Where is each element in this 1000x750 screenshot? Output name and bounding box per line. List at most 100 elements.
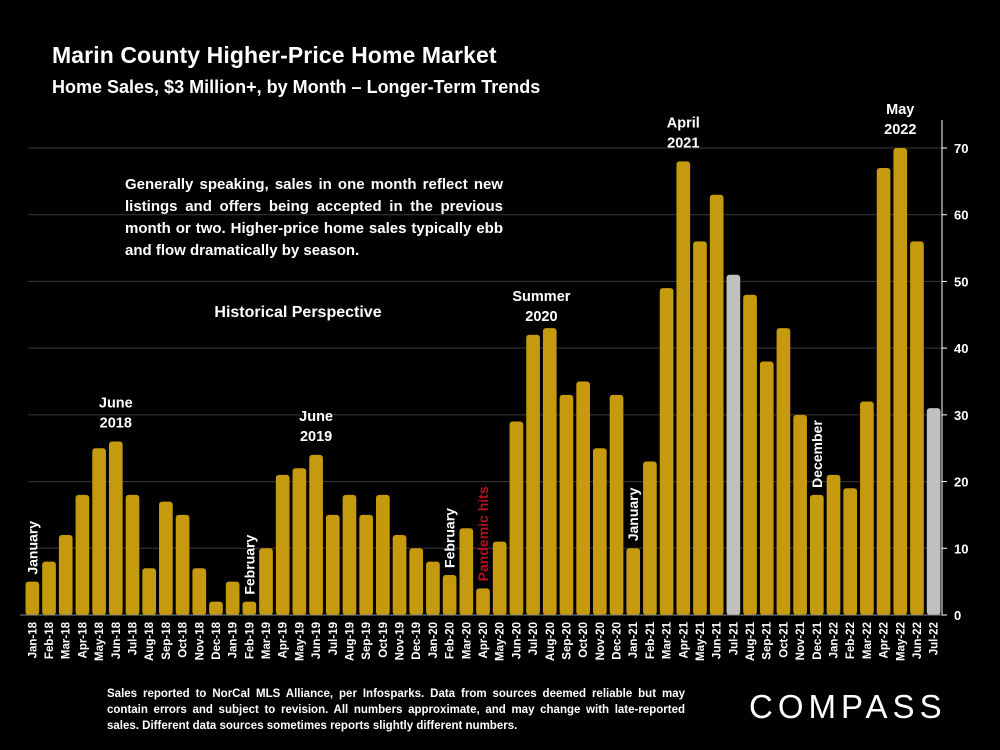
- x-tick-label: Jun-20: [511, 622, 523, 659]
- x-tick-label: Jan-22: [829, 622, 841, 658]
- bar-nov-19: [392, 534, 407, 615]
- x-tick-label: Aug-19: [344, 622, 356, 661]
- bar-aug-21: [743, 294, 757, 615]
- bar-may-18: [92, 448, 106, 615]
- bar-dec-18: [209, 601, 223, 615]
- x-tick-label: Aug-18: [144, 621, 156, 661]
- y-tick-label: 50: [954, 274, 968, 289]
- bar-jun-22: [910, 241, 924, 615]
- bar-mar-20: [459, 528, 474, 615]
- bar-jul-20: [526, 334, 540, 615]
- bar-jul-22: [926, 408, 941, 615]
- bar-feb-18: [42, 561, 56, 615]
- x-tick-label: Jan-20: [428, 622, 440, 658]
- x-tick-label: Feb-19: [244, 622, 256, 659]
- x-tick-label: Dec-19: [411, 622, 423, 660]
- x-tick-label: Sep-20: [561, 622, 573, 660]
- y-tick-label: 20: [954, 475, 968, 490]
- bar-may-21: [693, 241, 707, 615]
- bar-apr-19: [275, 474, 290, 615]
- y-tick-label: 60: [954, 208, 968, 223]
- x-tick-label: Apr-18: [77, 621, 89, 658]
- chart-subtitle: Home Sales, $3 Million+, by Month – Long…: [52, 77, 541, 97]
- x-tick-label: Dec-20: [612, 622, 624, 660]
- bar-jun-20: [509, 421, 524, 615]
- x-tick-label: Dec-18: [211, 621, 223, 659]
- bar-jul-18: [125, 494, 140, 615]
- x-tick-label: Feb-20: [445, 622, 457, 659]
- bar-feb-20: [442, 574, 457, 615]
- x-tick-label: Feb-22: [845, 622, 857, 659]
- annotation-label: June: [99, 396, 133, 412]
- annotation-label: 2021: [667, 135, 699, 151]
- x-tick-label: Aug-20: [545, 622, 557, 661]
- x-tick-label: May-22: [895, 622, 907, 661]
- bar-mar-22: [860, 401, 874, 615]
- bar-mar-18: [58, 534, 73, 615]
- x-tick-label: Mar-21: [662, 621, 674, 659]
- bar-sep-21: [759, 361, 774, 615]
- annotation-label: Pandemic hits: [475, 486, 491, 581]
- annotation-label: 2019: [300, 429, 332, 445]
- bar-may-20: [492, 541, 507, 615]
- x-tick-label: Oct-20: [578, 622, 590, 658]
- explanatory-note: Generally speaking, sales in one month r…: [125, 176, 503, 259]
- section-label: Historical Perspective: [214, 304, 381, 321]
- x-tick-label: Nov-18: [194, 621, 206, 660]
- x-tick-label: Jul-22: [929, 622, 941, 655]
- bar-jul-21: [726, 274, 741, 615]
- x-tick-label: Jan-21: [628, 621, 640, 658]
- bar-aug-18: [142, 568, 157, 615]
- x-tick-label: Jan-19: [228, 622, 240, 658]
- annotation-label: 2022: [884, 122, 916, 138]
- x-tick-label: Sep-18: [161, 621, 173, 659]
- x-tick-label: Jul-19: [328, 622, 340, 655]
- x-tick-label: May-21: [695, 621, 707, 661]
- bar-jun-18: [108, 441, 123, 615]
- bar-jun-21: [709, 194, 724, 615]
- y-tick-label: 70: [954, 141, 968, 156]
- x-tick-label: Nov-19: [395, 622, 407, 660]
- bar-apr-18: [75, 494, 90, 615]
- x-tick-label: May-19: [294, 622, 306, 661]
- bar-may-19: [292, 468, 307, 615]
- x-tick-label: Jul-18: [127, 621, 139, 655]
- y-tick-label: 0: [954, 608, 961, 623]
- x-tick-label: Nov-20: [595, 622, 607, 660]
- annotation-label: 2020: [525, 309, 557, 325]
- x-tick-label: Oct-21: [778, 621, 790, 657]
- annotation-label: May: [886, 102, 914, 118]
- bar-apr-20: [476, 588, 490, 615]
- bar-jul-19: [325, 514, 340, 615]
- x-tick-label: Apr-19: [278, 622, 290, 658]
- bar-nov-20: [592, 448, 607, 615]
- x-tick-label: Jun-22: [912, 622, 924, 659]
- x-tick-label: Mar-20: [461, 622, 473, 659]
- annotation-label: 2018: [100, 416, 132, 432]
- bar-feb-19: [242, 601, 257, 615]
- bar-dec-21: [809, 494, 824, 615]
- x-tick-label: Jul-21: [728, 621, 740, 655]
- bar-mar-21: [659, 288, 674, 615]
- x-tick-label: Dec-21: [812, 621, 824, 659]
- bar-oct-20: [576, 381, 590, 615]
- bar-jan-18: [25, 581, 40, 615]
- bar-aug-19: [342, 494, 357, 615]
- y-tick-label: 40: [954, 341, 968, 356]
- x-tick-label: Feb-21: [645, 621, 657, 659]
- bar-nov-18: [192, 568, 207, 615]
- annotation-label: June: [299, 409, 333, 425]
- annotation-label: January: [24, 521, 40, 575]
- x-tick-label: Feb-18: [44, 621, 56, 659]
- x-tick-label: Apr-21: [678, 621, 690, 658]
- annotation-label: January: [625, 487, 641, 541]
- annotation-label: February: [241, 535, 257, 595]
- bar-jan-21: [626, 548, 641, 615]
- x-tick-label: Aug-21: [745, 621, 757, 661]
- bar-jan-20: [426, 561, 440, 615]
- chart-title: Marin County Higher-Price Home Market: [52, 42, 497, 68]
- annotation-label: February: [442, 508, 458, 568]
- annotation-label: April: [667, 115, 700, 131]
- annotation-label: Summer: [512, 289, 570, 305]
